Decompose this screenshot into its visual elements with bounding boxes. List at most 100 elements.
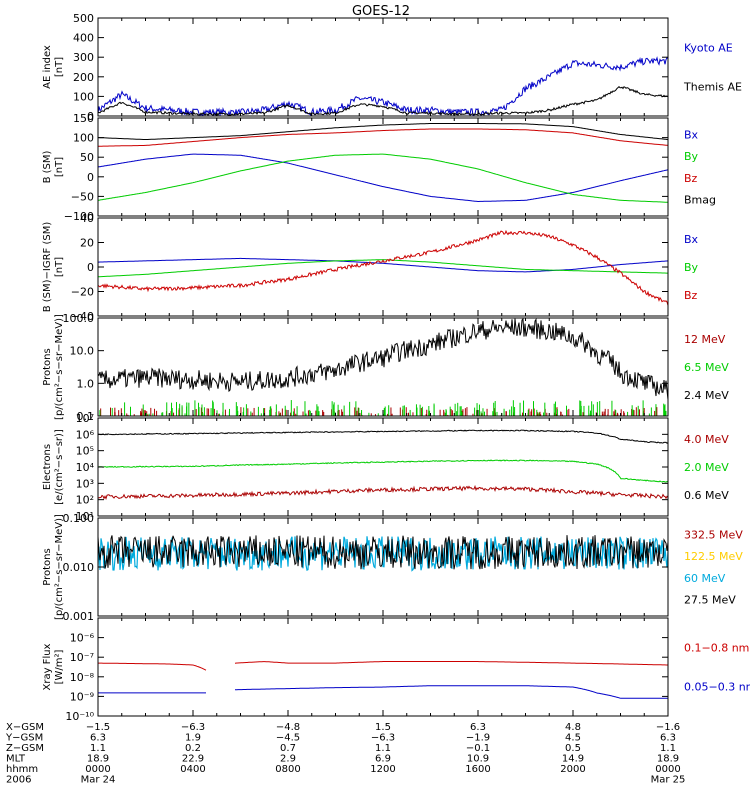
y-tick-label: 200 xyxy=(73,71,94,84)
y-tick-label: 20 xyxy=(80,237,94,250)
y-tick-label: 0.100 xyxy=(63,512,95,525)
ephemeris-value: 18.9 xyxy=(657,754,679,765)
ephemeris-value: −0.1 xyxy=(466,743,490,754)
ephemeris-value: 1.1 xyxy=(660,743,676,754)
ephemeris-value: 6.3 xyxy=(470,722,486,733)
y-tick-label: 10⁻⁷ xyxy=(70,651,94,664)
y-tick-label: 10⁻⁹ xyxy=(70,690,94,703)
y-tick-label: 10⁴ xyxy=(76,461,95,474)
ephemeris-value: 4.5 xyxy=(565,733,581,744)
ephemeris-value: −6.3 xyxy=(181,722,205,733)
legend-entry-by: By xyxy=(684,261,699,274)
ephemeris-row-label: 2006 xyxy=(6,775,31,786)
ephemeris-value: Mar 24 xyxy=(81,775,116,786)
y-tick-label: 0.010 xyxy=(63,561,95,574)
series-line-electrons-2-0-mev xyxy=(98,459,668,483)
legend-entry-27-5-mev: 27.5 MeV xyxy=(684,594,736,607)
y-tick-label: 10⁻¹⁰ xyxy=(65,710,94,723)
panel-frame xyxy=(97,417,669,517)
ephemeris-value: 0800 xyxy=(275,764,300,775)
y-tick-label: 10¹ xyxy=(76,510,94,523)
y-axis-label: Protons xyxy=(42,548,53,585)
page-title: GOES-12 xyxy=(352,4,410,19)
y-tick-label: 0.1 xyxy=(77,410,95,423)
y-tick-label: 0 xyxy=(87,261,94,274)
y-tick-label: 0.001 xyxy=(63,610,95,623)
legend-entry-332-5-mev: 332.5 MeV xyxy=(684,528,743,541)
ephemeris-value: 1.1 xyxy=(90,743,106,754)
y-tick-label: 10⁻⁸ xyxy=(70,671,95,684)
legend-entry-bz: Bz xyxy=(684,172,698,185)
series-line-b-sm-bz xyxy=(98,128,668,147)
y-tick-label: 10² xyxy=(76,494,94,507)
legend-entry-6-5-mev: 6.5 MeV xyxy=(684,361,729,374)
y-axis-label: [p/(cm²−s−sr−MeV)] xyxy=(54,514,65,620)
ephemeris-value: 1200 xyxy=(370,764,395,775)
ephemeris-value: 0.5 xyxy=(565,743,581,754)
y-axis-label: [nT] xyxy=(54,257,65,277)
ephemeris-value: −4.8 xyxy=(276,722,300,733)
ephemeris-value: 4.8 xyxy=(565,722,581,733)
y-axis-label: [nT] xyxy=(54,57,65,77)
panel-xray: 10⁻¹⁰ 10⁻⁹ 10⁻⁸ 10⁻⁷ 10⁻⁶ Xray Flux [W/m²] 0.1−… xyxy=(42,617,750,723)
y-tick-label: 400 xyxy=(73,32,94,45)
ephemeris-value: 1600 xyxy=(465,764,490,775)
panel-b-diff: −40 −20 0 20 40 B (SM)−IGRF (SM) [nT] Bx By Bz xyxy=(42,212,699,323)
ephemeris-value: −1.9 xyxy=(466,733,490,744)
ephemeris-row-label: Z−GSM xyxy=(6,743,44,754)
y-tick-label: 10⁶ xyxy=(76,428,95,441)
legend-entry-2-4-mev: 2.4 MeV xyxy=(684,389,729,402)
ephemeris-value: −4.5 xyxy=(276,733,300,744)
panel-frame xyxy=(97,117,669,217)
ephemeris-value: 10.9 xyxy=(467,754,489,765)
ephemeris-value: 2000 xyxy=(560,764,585,775)
series-line-ae-kyoto-ae xyxy=(98,56,668,116)
y-tick-label: −20 xyxy=(71,286,94,299)
legend-entry-bx: Bx xyxy=(684,233,699,246)
y-tick-label: 50 xyxy=(80,151,94,164)
series-line-b-diff-bx xyxy=(98,257,668,273)
ephemeris-value: 22.9 xyxy=(182,754,204,765)
legend-entry-12-mev: 12 MeV xyxy=(684,333,726,346)
y-tick-label: 10³ xyxy=(76,477,94,490)
panel-frame xyxy=(97,217,669,317)
ephemeris-value: 0000 xyxy=(655,764,680,775)
panel-frame xyxy=(97,617,669,717)
y-tick-label: −100 xyxy=(64,210,94,223)
y-tick-label: 500 xyxy=(73,12,94,25)
ephemeris-value: 6.9 xyxy=(375,754,391,765)
legend-entry-0-05-0-3-nm: 0.05−0.3 nm xyxy=(684,681,750,694)
y-axis-label: Electrons xyxy=(42,444,53,490)
y-tick-label: 300 xyxy=(73,51,94,64)
y-tick-label: 100 xyxy=(73,90,94,103)
y-tick-label: 0 xyxy=(87,171,94,184)
ephemeris-value: 1.1 xyxy=(375,743,391,754)
panel-ae: 0 100 200 300 400 500 AE index [nT] Kyoto AE Them… xyxy=(42,12,742,123)
series-line-electrons-4-0-mev xyxy=(98,484,668,501)
legend-entry-4-0-mev: 4.0 MeV xyxy=(684,433,729,446)
y-tick-label: 1.0 xyxy=(77,377,95,390)
ephemeris-row-label: Y−GSM xyxy=(5,733,43,744)
series-line-b-sm-by xyxy=(98,153,668,203)
ephemeris-row-label: X−GSM xyxy=(6,722,44,733)
ephemeris-value: 0400 xyxy=(180,764,205,775)
ephemeris-value: −1.6 xyxy=(656,722,680,733)
series-line-xray-0-05-0-3-nm-1 xyxy=(234,685,668,699)
legend-entry-themis-ae: Themis AE xyxy=(683,81,742,94)
y-axis-label: [p/(cm²−s−sr−MeV)] xyxy=(54,314,65,420)
y-tick-label: 100.0 xyxy=(63,312,95,325)
y-axis-label: B (SM)−IGRF (SM) xyxy=(42,222,53,313)
ephemeris-value: −6.3 xyxy=(371,733,395,744)
y-tick-label: 10⁷ xyxy=(76,412,94,425)
legend-entry-0-1-0-8-nm: 0.1−0.8 nm xyxy=(684,641,749,654)
ephemeris-value: 1.5 xyxy=(375,722,391,733)
ephemeris-value: 18.9 xyxy=(87,754,109,765)
ephemeris-value: 14.9 xyxy=(562,754,584,765)
y-axis-label: Protons xyxy=(42,348,53,385)
series-line-protons-low-2-4-mev xyxy=(98,318,668,400)
legend-entry-0-6-mev: 0.6 MeV xyxy=(684,489,729,502)
legend-entry-122-5-mev: 122.5 MeV xyxy=(684,550,743,563)
legend-entry-bmag: Bmag xyxy=(684,194,716,207)
ephemeris-value: 0.7 xyxy=(280,743,296,754)
panel-b-sm: −100 −50 0 50 100 150 B (SM) [nT] Bx By Bz Bmag xyxy=(42,112,716,223)
